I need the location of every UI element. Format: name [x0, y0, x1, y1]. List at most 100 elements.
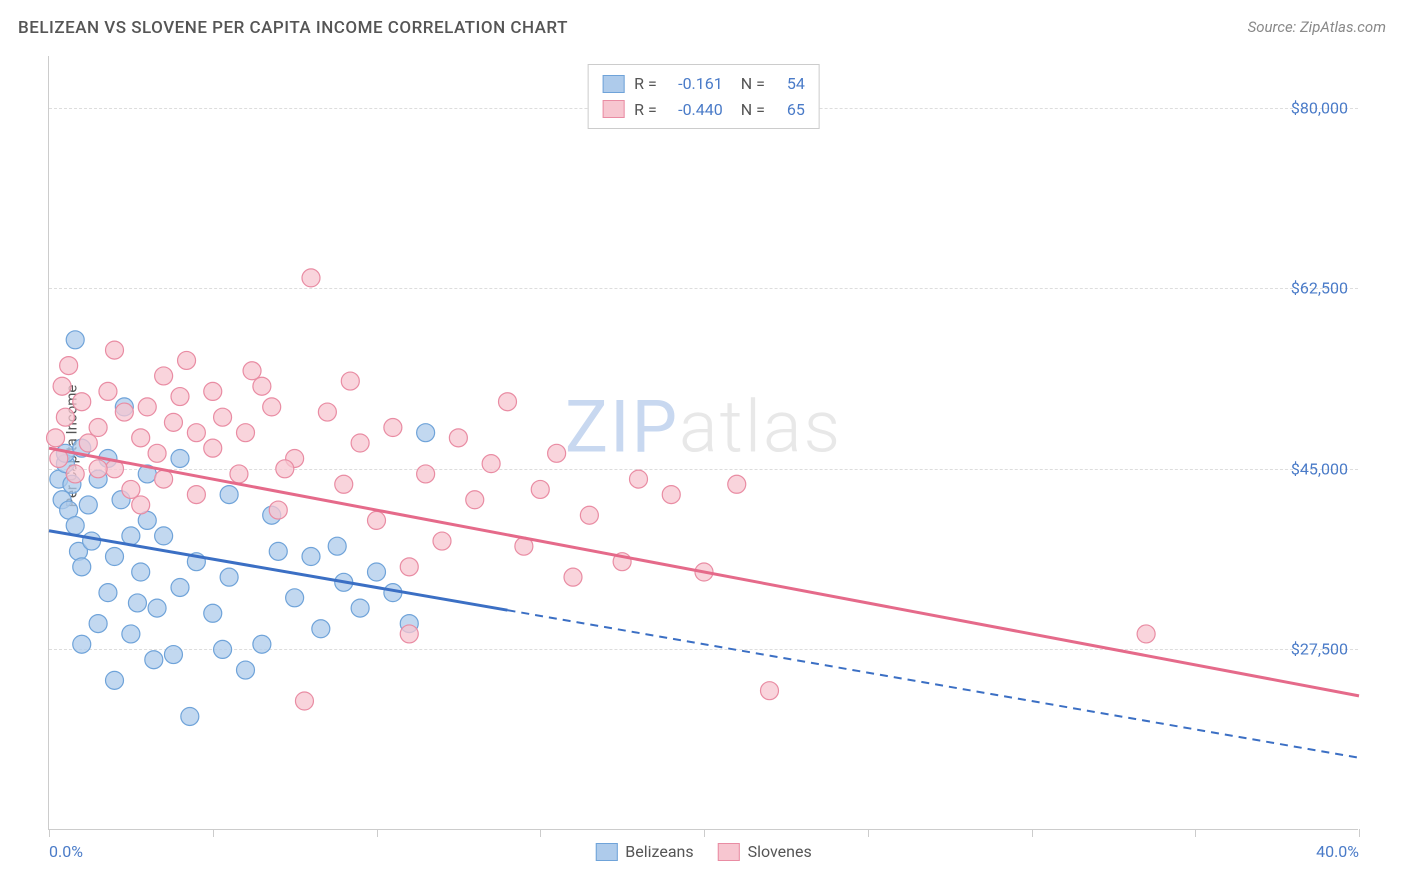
n-label: N = [733, 71, 765, 97]
scatter-point [155, 367, 173, 385]
scatter-point [417, 424, 435, 442]
scatter-point [728, 475, 746, 493]
legend-row-slovenes: R = -0.440 N = 65 [602, 97, 805, 123]
scatter-point [145, 651, 163, 669]
scatter-point [230, 465, 248, 483]
scatter-point [115, 403, 133, 421]
scatter-point [630, 470, 648, 488]
scatter-point [499, 393, 517, 411]
scatter-point [106, 671, 124, 689]
scatter-point [122, 480, 140, 498]
scatter-point [122, 527, 140, 545]
chart-plot-area: ZIPatlas $27,500$45,000$62,500$80,000 R … [48, 56, 1358, 830]
scatter-point [89, 460, 107, 478]
scatter-point [187, 424, 205, 442]
series-legend: Belizeans Slovenes [595, 842, 811, 861]
scatter-point [132, 429, 150, 447]
scatter-point [99, 584, 117, 602]
scatter-point [295, 692, 313, 710]
swatch-slovenes [602, 100, 624, 118]
n-value-belizeans: 54 [775, 71, 805, 97]
scatter-point [214, 408, 232, 426]
regression-line-dashed [508, 610, 1360, 758]
scatter-point [171, 388, 189, 406]
scatter-point [243, 362, 261, 380]
r-value-belizeans: -0.161 [667, 71, 723, 97]
scatter-point [155, 527, 173, 545]
scatter-point [466, 491, 484, 509]
scatter-point [269, 501, 287, 519]
regression-line-solid [49, 448, 1359, 696]
scatter-point [138, 398, 156, 416]
scatter-point [132, 496, 150, 514]
scatter-point [99, 382, 117, 400]
x-tick [49, 829, 50, 837]
scatter-point [1137, 625, 1155, 643]
scatter-point [417, 465, 435, 483]
scatter-point [148, 444, 166, 462]
scatter-point [181, 707, 199, 725]
x-tick [704, 829, 705, 837]
r-value-slovenes: -0.440 [667, 97, 723, 123]
r-label: R = [634, 97, 657, 123]
scatter-point [312, 620, 330, 638]
scatter-point [106, 548, 124, 566]
scatter-point [662, 486, 680, 504]
scatter-point [214, 640, 232, 658]
scatter-point [66, 331, 84, 349]
scatter-point [122, 625, 140, 643]
scatter-point [171, 449, 189, 467]
scatter-point [79, 496, 97, 514]
scatter-point [164, 413, 182, 431]
scatter-point [178, 351, 196, 369]
legend-item-slovenes: Slovenes [718, 842, 812, 861]
scatter-point [132, 563, 150, 581]
scatter-point [449, 429, 467, 447]
scatter-point [66, 465, 84, 483]
scatter-point [53, 377, 71, 395]
scatter-point [302, 269, 320, 287]
scatter-point [73, 558, 91, 576]
x-tick [540, 829, 541, 837]
n-label: N = [733, 97, 765, 123]
swatch-belizeans [595, 843, 617, 861]
scatter-point [56, 408, 74, 426]
chart-title: BELIZEAN VS SLOVENE PER CAPITA INCOME CO… [18, 18, 568, 38]
scatter-point [83, 532, 101, 550]
scatter-point [580, 506, 598, 524]
scatter-point [531, 480, 549, 498]
scatter-point [204, 439, 222, 457]
scatter-point [89, 419, 107, 437]
scatter-point [148, 599, 166, 617]
scatter-point [302, 548, 320, 566]
scatter-point [761, 682, 779, 700]
scatter-point [400, 625, 418, 643]
legend-label-slovenes: Slovenes [748, 842, 812, 861]
scatter-plot-svg [49, 56, 1358, 829]
scatter-point [482, 455, 500, 473]
n-value-slovenes: 65 [775, 97, 805, 123]
scatter-point [351, 434, 369, 452]
scatter-point [220, 486, 238, 504]
scatter-point [276, 460, 294, 478]
scatter-point [368, 511, 386, 529]
r-label: R = [634, 71, 657, 97]
scatter-point [187, 486, 205, 504]
scatter-point [204, 604, 222, 622]
x-tick [377, 829, 378, 837]
scatter-point [564, 568, 582, 586]
scatter-point [433, 532, 451, 550]
swatch-belizeans [602, 75, 624, 93]
scatter-point [164, 646, 182, 664]
scatter-point [368, 563, 386, 581]
x-tick [1195, 829, 1196, 837]
scatter-point [79, 434, 97, 452]
scatter-point [253, 635, 271, 653]
scatter-point [335, 475, 353, 493]
scatter-point [89, 615, 107, 633]
x-tick-label: 40.0% [1316, 842, 1359, 861]
scatter-point [548, 444, 566, 462]
x-tick-label: 0.0% [49, 842, 83, 861]
scatter-point [253, 377, 271, 395]
scatter-point [237, 424, 255, 442]
